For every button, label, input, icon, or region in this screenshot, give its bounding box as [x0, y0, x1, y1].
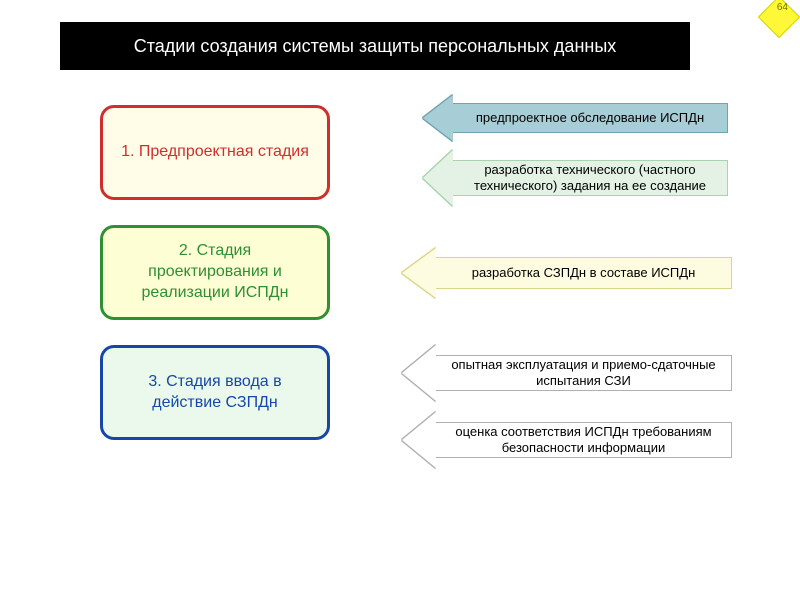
arrow-block-3: разработка СЗПДн в составе ИСПДн — [402, 248, 732, 298]
arrow-block-4: опытная эксплуатация и приемо-сдаточные … — [402, 345, 732, 401]
arrow-body: разработка технического (частного технич… — [453, 160, 728, 196]
arrow-body: опытная эксплуатация и приемо-сдаточные … — [436, 355, 732, 391]
arrow-label: разработка СЗПДн в составе ИСПДн — [472, 265, 696, 281]
stage-box-1: 1. Предпроектная стадия — [100, 105, 330, 200]
stage-box-3: 3. Стадия ввода в действие СЗПДн — [100, 345, 330, 440]
header-bar: Стадии создания системы защиты персональ… — [60, 22, 690, 70]
arrow-body: разработка СЗПДн в составе ИСПДн — [436, 257, 732, 289]
stage-label: 2. Стадия проектирования и реализации ИС… — [117, 241, 313, 303]
arrow-label: опытная эксплуатация и приемо-сдаточные … — [444, 357, 723, 390]
arrow-block-5: оценка соответствия ИСПДн требованиям бе… — [402, 412, 732, 468]
page-number: 64 — [777, 2, 788, 13]
stage-label: 1. Предпроектная стадия — [121, 142, 309, 163]
arrow-body: предпроектное обследование ИСПДн — [453, 103, 728, 133]
arrow-block-1: предпроектное обследование ИСПДн — [423, 95, 728, 141]
arrow-head-icon — [423, 150, 453, 206]
arrow-head-icon — [402, 412, 436, 468]
arrow-label: оценка соответствия ИСПДн требованиям бе… — [444, 424, 723, 457]
stage-box-2: 2. Стадия проектирования и реализации ИС… — [100, 225, 330, 320]
page-title: Стадии создания системы защиты персональ… — [134, 36, 617, 57]
arrow-head-icon — [402, 345, 436, 401]
arrow-head-icon — [423, 95, 453, 141]
arrow-body: оценка соответствия ИСПДн требованиям бе… — [436, 422, 732, 458]
arrow-head-icon — [402, 248, 436, 298]
arrow-block-2: разработка технического (частного технич… — [423, 150, 728, 206]
arrow-label: предпроектное обследование ИСПДн — [476, 110, 704, 126]
arrow-label: разработка технического (частного технич… — [461, 162, 719, 195]
stage-label: 3. Стадия ввода в действие СЗПДн — [117, 372, 313, 414]
